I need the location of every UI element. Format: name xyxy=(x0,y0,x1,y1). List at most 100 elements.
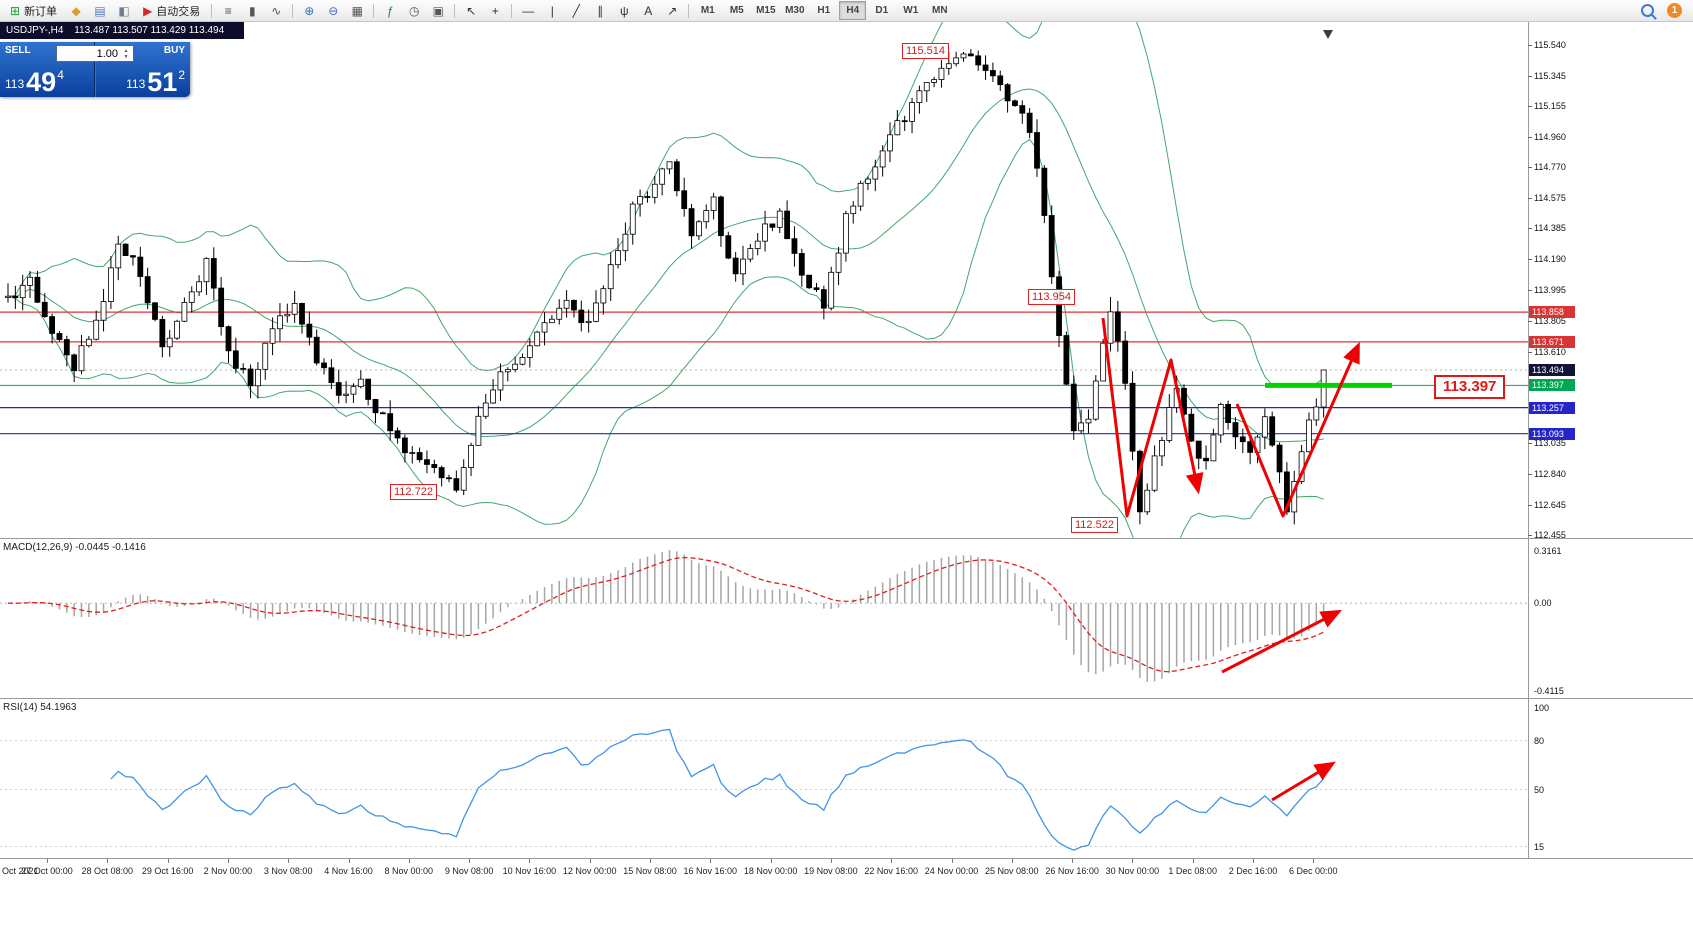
macd-trend-arrow[interactable] xyxy=(1221,609,1342,674)
timeframe-h1[interactable]: H1 xyxy=(817,5,831,16)
price-tick xyxy=(1528,351,1532,353)
zoom-out-button[interactable]: ⊖ xyxy=(322,1,344,21)
volume-spinner[interactable]: ▲ ▼ xyxy=(123,47,129,60)
time-tick xyxy=(529,859,531,863)
time-label: 10 Nov 16:00 xyxy=(502,866,557,876)
rsi-axis-50: 50 xyxy=(1534,784,1545,795)
time-axis-separator xyxy=(0,858,1693,859)
price-axis-label: 114.575 xyxy=(1534,193,1566,204)
data-window-button[interactable]: ▤ xyxy=(89,1,111,21)
channel-button[interactable]: ∥ xyxy=(589,1,611,21)
arrows-tool-button[interactable]: ↗ xyxy=(661,1,683,21)
tile-windows-button[interactable]: ▦ xyxy=(346,1,368,21)
rsi-pane[interactable] xyxy=(0,700,1528,858)
support-highlight-segment[interactable] xyxy=(1265,382,1392,388)
price-tick xyxy=(1528,167,1532,169)
trendline-button[interactable]: ╱ xyxy=(565,1,587,21)
macd-pane[interactable] xyxy=(0,540,1528,698)
time-tick xyxy=(1011,859,1013,863)
price-tick xyxy=(1528,106,1532,108)
chart-line-button[interactable]: ∿ xyxy=(265,1,287,21)
rsi-pane-separator[interactable] xyxy=(0,698,1693,699)
price-tick xyxy=(1528,137,1532,139)
timeframe-d1[interactable]: D1 xyxy=(875,5,889,16)
cursor-button[interactable]: ↖ xyxy=(460,1,482,21)
periods-button[interactable]: ◷ xyxy=(403,1,425,21)
chart-candles-button[interactable]: ▮ xyxy=(241,1,263,21)
trend-arrow-1[interactable] xyxy=(1101,317,1204,518)
buy-price-sup: 2 xyxy=(178,68,185,82)
macd-pane-separator[interactable] xyxy=(0,538,1693,539)
macd-indicator-label: MACD(12,26,9) -0.0445 -0.1416 xyxy=(3,542,146,553)
timeframe-m30[interactable]: M30 xyxy=(785,5,805,16)
time-tick xyxy=(469,859,471,863)
chart-shift-marker[interactable] xyxy=(1323,30,1333,39)
indicators-button[interactable]: ƒ xyxy=(379,1,401,21)
price-tick xyxy=(1528,290,1532,292)
price-axis-label: 112.645 xyxy=(1534,499,1566,510)
rsi-trend-arrow[interactable] xyxy=(1271,761,1336,802)
timeframe-m1[interactable]: M1 xyxy=(700,5,715,16)
search-button[interactable] xyxy=(1636,1,1658,21)
price-tick xyxy=(1528,259,1532,261)
volume-input[interactable]: 1.00 ▲ ▼ xyxy=(56,45,134,62)
crosshair-button[interactable]: + xyxy=(484,1,506,21)
horizontal-line-button[interactable]: — xyxy=(517,1,539,21)
time-axis[interactable]: Oct 2021 27 Oct 00:00 28 Oct 08:00 29 Oct 1… xyxy=(0,859,1693,881)
time-label: 12 Nov 00:00 xyxy=(562,866,617,876)
chart-bars-button[interactable]: ≡ xyxy=(217,1,239,21)
timeframe-m15[interactable]: M15 xyxy=(756,5,776,16)
sell-price: 113 49 4 xyxy=(5,68,64,96)
market-watch-icon: ◆ xyxy=(71,3,81,18)
sell-price-prefix: 113 xyxy=(5,77,25,91)
timeframe-mn[interactable]: MN xyxy=(932,5,948,16)
buy-price: 113 51 2 xyxy=(126,68,185,96)
time-tick xyxy=(408,859,410,863)
vertical-line-button[interactable]: | xyxy=(541,1,563,21)
crosshair-icon: + xyxy=(491,3,499,18)
time-tick xyxy=(1132,859,1134,863)
arrows-tool-icon: ↗ xyxy=(667,3,678,18)
fibonacci-icon: ψ xyxy=(620,3,629,18)
market-watch-button[interactable]: ◆ xyxy=(65,1,87,21)
navigator-icon: ◧ xyxy=(118,3,130,18)
timeframe-w1[interactable]: W1 xyxy=(903,5,919,16)
price-axis-label: 113.610 xyxy=(1534,346,1566,357)
timeframe-m5[interactable]: M5 xyxy=(729,5,744,16)
time-label: 24 Nov 00:00 xyxy=(924,866,979,876)
zoom-in-button[interactable]: ⊕ xyxy=(298,1,320,21)
chart-line-icon: ∿ xyxy=(271,3,282,18)
fibonacci-button[interactable]: ψ xyxy=(613,1,635,21)
rsi-current-value: 54.1963 xyxy=(40,702,77,713)
ohlc-values: 113.487 113.507 113.429 113.494 xyxy=(74,25,225,36)
navigator-button[interactable]: ◧ xyxy=(113,1,135,21)
macd-current-values: -0.0445 -0.1416 xyxy=(75,542,146,553)
text-button[interactable]: A xyxy=(637,1,659,21)
price-axis-label: 113.035 xyxy=(1534,437,1566,448)
zoom-in-icon: ⊕ xyxy=(304,3,315,18)
time-label: 4 Nov 16:00 xyxy=(324,866,373,876)
time-tick xyxy=(650,859,651,863)
chart-bars-icon: ≡ xyxy=(224,3,232,18)
price-tick xyxy=(1528,228,1532,230)
price-axis-label: 114.960 xyxy=(1534,132,1566,143)
price-axis[interactable]: 115.540 115.345 115.155 114.960 114.770 114.5… xyxy=(1528,22,1693,858)
tile-windows-icon: ▦ xyxy=(351,3,363,18)
price-axis-label: 113.995 xyxy=(1534,285,1566,296)
price-chart[interactable] xyxy=(0,22,1528,538)
time-tick xyxy=(47,859,48,863)
auto-trading-button[interactable]: ▶ 自动交易 xyxy=(143,3,201,18)
notification-badge[interactable]: 1 xyxy=(1667,3,1682,18)
time-tick xyxy=(1192,859,1194,863)
trend-arrow-2[interactable] xyxy=(1235,341,1360,518)
new-order-icon: ⊞ xyxy=(10,3,21,18)
templates-button[interactable]: ▣ xyxy=(427,1,449,21)
new-order-button[interactable]: ⊞ 新订单 xyxy=(10,3,58,18)
timeframe-h4[interactable]: H4 xyxy=(839,1,867,20)
price-tick xyxy=(1528,473,1532,475)
time-tick xyxy=(830,859,832,863)
sell-label: SELL xyxy=(5,45,31,56)
one-click-trading-panel: SELL 113 49 4 BUY 113 51 2 1.00 ▲ ▼ xyxy=(0,42,190,97)
rsi-axis-15: 15 xyxy=(1534,841,1545,852)
time-tick xyxy=(288,859,290,863)
